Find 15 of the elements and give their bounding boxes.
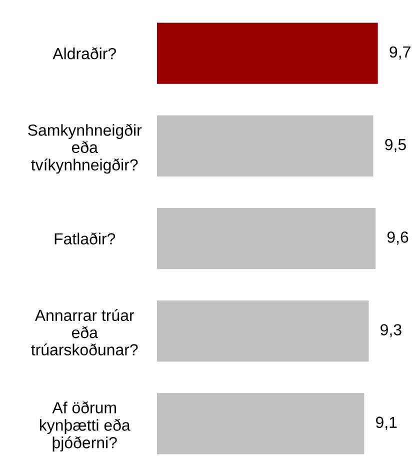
data-label: 9,3 [380,324,402,338]
bar [156,115,374,176]
data-label: 9,1 [376,416,397,430]
y-tick-label: Fatlaðir? [54,232,116,244]
bar [156,208,376,270]
y-tick-label: Samkynhneigðir eða tvíkynhneigðir? [28,124,142,174]
y-tick-label: Annarrar trúar eða trúarskoðunar? [31,309,138,356]
bar [156,393,364,454]
data-label: 9,5 [385,138,406,152]
data-label: 9,7 [390,46,410,60]
data-label: 9,6 [387,232,408,245]
bar [156,22,378,84]
y-tick-label: Aldraðir? [52,47,116,60]
bar [156,300,369,362]
y-tick-label: Af öðrum kynþætti eða þjóðerni? [40,401,130,452]
